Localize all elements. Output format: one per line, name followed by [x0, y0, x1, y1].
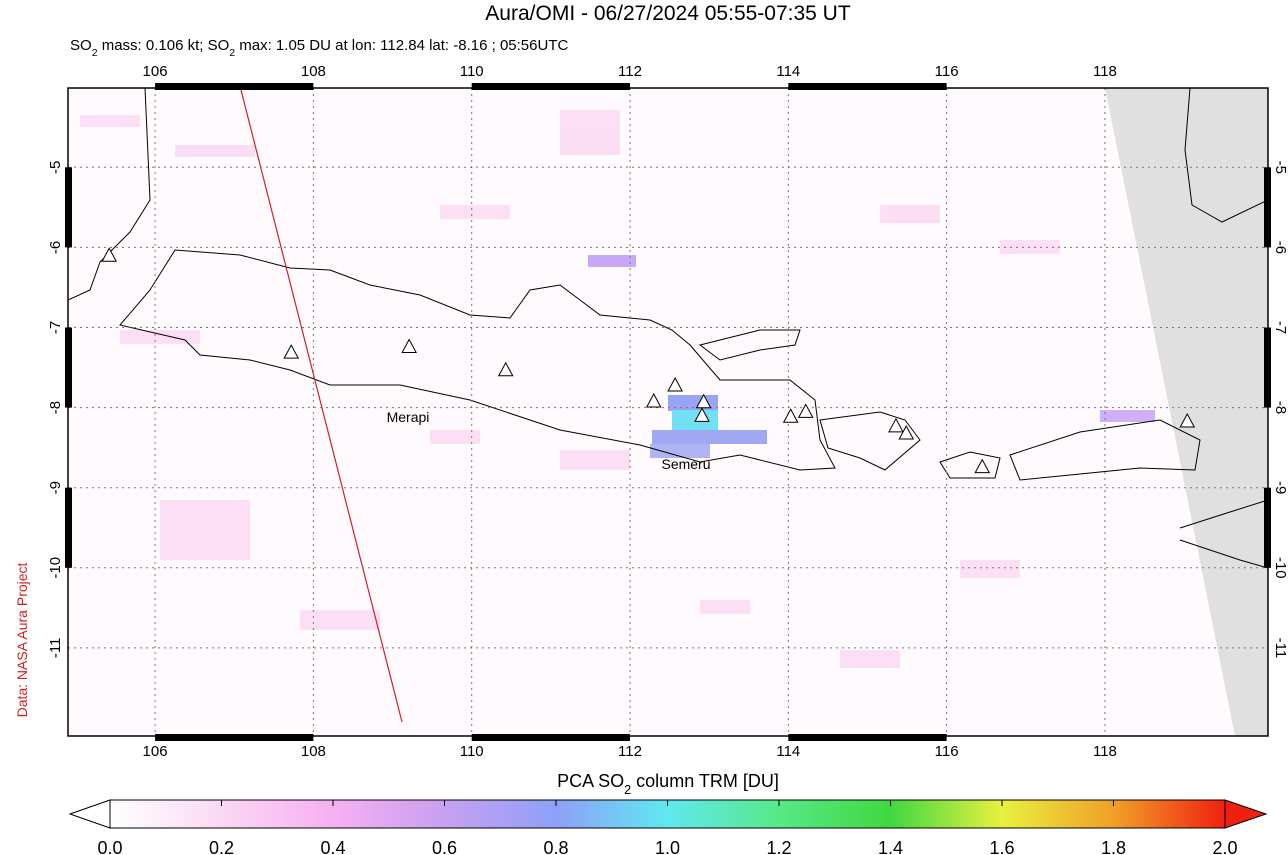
volcano	[1179, 412, 1196, 428]
volcano	[401, 338, 417, 354]
x-tick-label: 112	[618, 743, 642, 760]
colorbar-ticks: 0.0 0.2 0.4 0.6 0.8 1.0 1.2 1.4 1.6 1.8 2.0	[97, 800, 1238, 855]
y-tick-label: -10	[1272, 557, 1288, 579]
frame-bar	[471, 734, 631, 741]
volcano-label: Merapi	[387, 409, 430, 425]
subscript: 2	[92, 47, 98, 59]
text-part: PCA SO	[557, 771, 624, 791]
volcano	[695, 393, 712, 409]
colorbar-tick-label: 1.2	[766, 838, 791, 855]
y-tick-label: -9	[47, 481, 64, 494]
frame-bar	[155, 83, 314, 90]
y-tick-label: -11	[47, 638, 64, 659]
volcano	[101, 247, 117, 262]
map-layer: Merapi Semeru	[68, 88, 1268, 736]
x-tick-label: 116	[935, 63, 959, 80]
colorbar-tick-label: 0.4	[320, 838, 345, 855]
subscript: 2	[229, 47, 235, 59]
volcano	[667, 376, 683, 392]
x-tick-label: 118	[1093, 63, 1117, 80]
x-tick-label: 108	[301, 63, 326, 80]
volcano	[645, 392, 662, 408]
map-frame	[67, 87, 1269, 737]
colorbar-tick-label: 0.8	[543, 838, 568, 855]
volcano	[497, 361, 514, 377]
volcano-label: Semeru	[661, 456, 710, 472]
volcano	[283, 344, 300, 359]
y-tick-label: -6	[1272, 241, 1288, 254]
colorbar-tick-label: 1.8	[1101, 838, 1126, 855]
frame-bar	[65, 167, 72, 248]
subscript: 2	[624, 783, 631, 797]
colorbar-tick-label: 0.0	[97, 838, 122, 855]
y-tick-label: -5	[1272, 161, 1288, 174]
frame-bar	[1264, 167, 1271, 248]
y-tick-label: -9	[1272, 481, 1288, 494]
x-tick-label: 108	[301, 743, 326, 760]
frame-bar	[65, 487, 72, 568]
volcano	[782, 408, 799, 423]
x-tick-label: 114	[776, 63, 800, 80]
volcanoes	[101, 247, 1196, 474]
volcano	[694, 407, 710, 422]
grid	[68, 88, 1268, 736]
y-tick-label: -11	[1272, 638, 1288, 659]
x-tick-label: 114	[776, 743, 800, 760]
frame-bar	[1264, 327, 1271, 408]
colorbar-tick-label: 1.6	[989, 838, 1014, 855]
orbit-line	[240, 89, 403, 723]
x-tick-label: 106	[143, 63, 168, 80]
colorbar-tick-label: 0.2	[209, 838, 234, 855]
colorbar-tick-label: 2.0	[1212, 838, 1237, 855]
volcano	[974, 458, 991, 474]
volcano	[888, 417, 904, 433]
frame-bar	[1264, 487, 1271, 568]
map-background	[68, 88, 1268, 736]
colorbar-arrow-low	[68, 799, 111, 829]
colorbar-arrow-high	[1224, 799, 1268, 829]
x-tick-label: 110	[460, 743, 484, 760]
x-tick-label: 118	[1093, 743, 1117, 760]
y-tick-label: -8	[1272, 401, 1288, 414]
frame-bar	[471, 83, 631, 90]
coastlines	[68, 88, 1268, 569]
volcano	[898, 424, 915, 440]
text-part: column TRM [DU]	[631, 771, 779, 791]
colorbar-tick-label: 1.0	[655, 838, 680, 855]
y-tick-label: -6	[47, 241, 64, 254]
text-part: mass: 0.106 kt; SO	[98, 37, 230, 54]
frame-bar	[155, 734, 314, 741]
frame-bar	[65, 327, 72, 408]
credit: Data: NASA Aura Project	[14, 562, 30, 717]
y-tick-label: -5	[47, 161, 64, 174]
text-part: max: 1.05 DU at lon: 112.84 lat: -8.16 ;…	[235, 37, 568, 54]
frame-bar	[788, 83, 947, 90]
frame-bar	[788, 734, 947, 741]
y-tick-label: -7	[1272, 321, 1288, 334]
subtitle: SO2 mass: 0.106 kt; SO2 max: 1.05 DU at …	[70, 37, 568, 59]
x-tick-label: 106	[143, 743, 168, 760]
y-tick-label: -10	[47, 557, 64, 579]
y-tick-label: -7	[47, 321, 64, 334]
colorbar-tick-label: 0.6	[432, 838, 457, 855]
volcano	[797, 403, 814, 418]
x-tick-label: 116	[935, 743, 959, 760]
x-tick-label: 110	[460, 63, 484, 80]
colorbar-label: PCA SO2 column TRM [DU]	[557, 771, 779, 797]
no-data-swath	[1105, 88, 1268, 736]
x-tick-label: 112	[618, 63, 642, 80]
title: Aura/OMI - 06/27/2024 05:55-07:35 UT	[485, 2, 851, 25]
y-tick-label: -8	[47, 401, 64, 414]
so2-plume	[588, 255, 1155, 458]
axes: 106 106 108 108 110 110 112 112 114 114 116 116 118 1…	[47, 63, 1288, 760]
text-part: SO	[70, 37, 92, 54]
colorbar-tick-label: 1.4	[878, 838, 903, 855]
so2-pixels	[80, 110, 1060, 668]
